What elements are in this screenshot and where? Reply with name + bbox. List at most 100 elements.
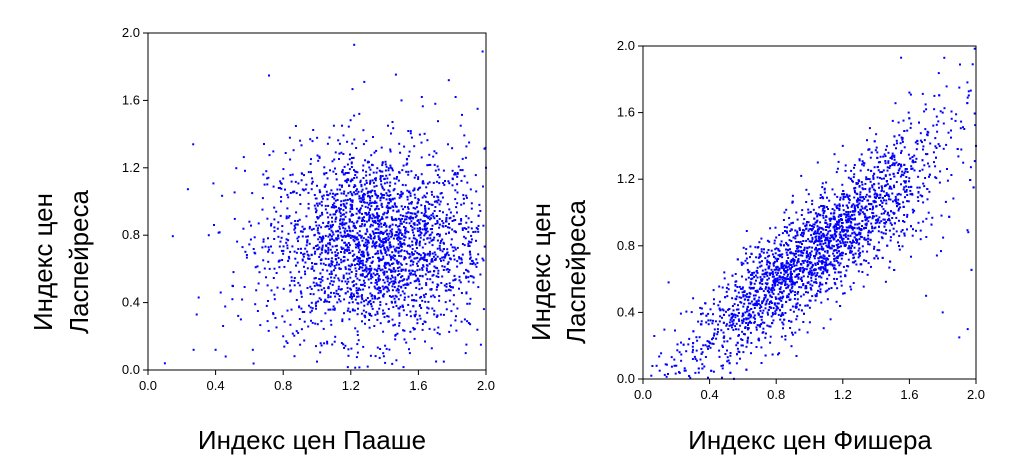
data-point [860,229,863,232]
data-point [399,220,402,223]
data-point [438,203,441,206]
data-point [328,301,331,303]
data-point [474,263,477,266]
data-point [794,237,797,240]
data-point [360,201,363,203]
data-point [329,169,331,172]
data-point [402,284,405,287]
data-point [342,153,345,155]
data-point [443,183,446,186]
data-point [862,285,865,288]
data-point [433,217,436,220]
data-point [853,207,856,209]
data-point [357,259,360,262]
data-point [320,238,323,241]
data-point [315,245,318,247]
data-point [804,259,807,262]
data-point [919,132,922,135]
data-point [814,212,817,215]
data-point [873,140,876,143]
data-point [697,367,700,370]
data-point [449,289,452,292]
data-point [386,287,389,290]
data-point [353,169,355,172]
data-point [404,226,407,229]
data-point [777,293,780,296]
data-point [371,297,374,300]
data-point [821,209,824,212]
data-point [373,190,376,192]
data-point [371,217,374,220]
data-point [938,145,941,148]
data-point [418,283,421,286]
data-point [355,147,358,149]
data-point [893,158,896,161]
data-point [431,244,434,247]
data-point [327,225,330,228]
data-point [796,298,799,301]
data-point [355,176,358,179]
data-point [426,192,428,195]
data-point [816,272,819,274]
data-point [265,304,268,307]
data-point [746,337,749,340]
data-point [324,264,327,266]
data-point [429,237,432,240]
data-point [885,180,888,182]
data-point [916,196,919,199]
data-point [744,333,746,336]
data-point [850,288,853,291]
data-point [423,220,426,222]
data-point [433,309,436,312]
data-point [442,241,445,244]
data-point [423,255,426,258]
data-point [740,261,743,264]
data-point [807,211,810,214]
data-point [392,127,395,130]
data-point [330,189,333,192]
data-point [373,216,376,219]
data-point [829,218,832,221]
data-point [822,272,825,275]
data-point [872,207,875,210]
data-point [769,301,771,303]
data-point [833,277,836,280]
data-point [942,122,945,125]
data-point [339,218,342,221]
data-point [658,369,661,372]
data-point [374,221,377,224]
data-point [461,157,464,160]
data-point [316,248,319,251]
data-point [361,266,364,269]
data-point [962,161,965,164]
data-point [829,223,832,226]
data-point [477,253,480,256]
data-point [390,296,393,298]
data-point [784,271,787,274]
data-point [263,267,266,270]
data-point [861,245,864,248]
data-point [861,160,864,163]
data-point [898,207,900,210]
data-point [805,224,808,227]
data-point [461,261,463,264]
data-point [410,225,412,227]
data-point [397,281,400,284]
data-point [866,139,868,142]
data-point [712,313,714,316]
data-point [741,339,744,341]
data-point [774,281,777,284]
data-point [846,237,849,240]
data-point [197,296,200,299]
data-point [795,306,798,309]
data-point [380,180,383,183]
data-point [428,215,431,218]
data-point [380,146,383,149]
data-point [718,307,721,310]
data-point [865,178,868,181]
data-point [420,156,423,159]
data-point [323,342,326,345]
data-point [475,239,477,242]
data-point [725,290,728,293]
data-point [800,251,803,254]
